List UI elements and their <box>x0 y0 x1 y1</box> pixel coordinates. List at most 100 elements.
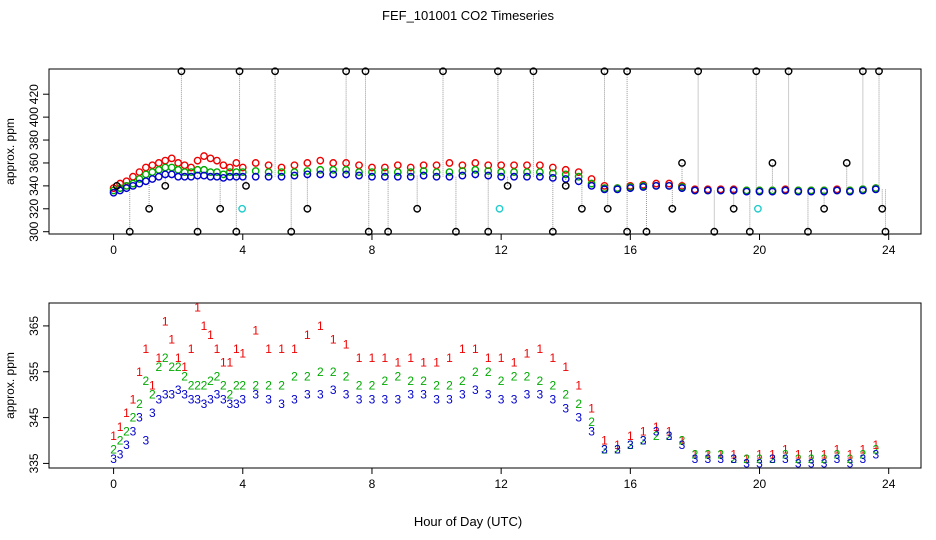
panel1-point-series-outliers <box>503 181 512 190</box>
panel1-point-series-outliers <box>600 67 609 76</box>
panel1-point-series-outliers <box>216 204 225 213</box>
panel2-point-series-3: 3 <box>485 388 492 402</box>
panel2-point-series-3: 3 <box>149 406 156 420</box>
panel1-point-series-2 <box>561 170 570 179</box>
panel1-point-series-3 <box>406 172 415 181</box>
panel1-point-series-3 <box>846 187 854 196</box>
panel1-y-tick-label: 360 <box>27 153 41 173</box>
panel2-point-series-1: 1 <box>201 319 208 333</box>
panel1-point-series-1 <box>316 156 325 165</box>
panel1-point-series-2 <box>154 165 163 174</box>
panel2-point-series-1: 1 <box>291 342 298 356</box>
panel2-y-tick-label: 355 <box>27 361 41 381</box>
panel1-point-series-1 <box>174 159 183 167</box>
panel2-point-series-2: 2 <box>679 434 686 448</box>
panel1-point-series-3 <box>703 186 712 195</box>
panel2-point-series-1: 1 <box>485 351 492 365</box>
panel1-point-series-3 <box>303 170 312 179</box>
panel2-point-series-1: 1 <box>382 351 389 365</box>
panel2-point-series-3: 3 <box>705 452 712 466</box>
panel1-point-series-3 <box>129 181 137 190</box>
panel2-x-tick-label: 4 <box>239 477 246 491</box>
panel2-point-series-3: 3 <box>666 429 673 443</box>
panel2-point-series-3: 3 <box>233 397 240 411</box>
panel1-point-series-2 <box>290 168 299 177</box>
panel2-point-series-1: 1 <box>653 420 660 434</box>
panel1-point-series-outliers <box>413 204 422 213</box>
panel2-point-series-1: 1 <box>730 447 737 461</box>
panel2-point-series-2: 2 <box>472 365 479 379</box>
panel1-point-series-2 <box>219 170 228 179</box>
panel2-point-series-1: 1 <box>446 351 453 365</box>
panel2-point-series-1: 1 <box>847 447 854 461</box>
panel1-point-series-outliers <box>577 204 586 213</box>
panel1-x-tick-label: 12 <box>494 243 508 257</box>
panel2-point-series-2: 2 <box>730 452 737 466</box>
panel2-point-series-2: 2 <box>756 452 763 466</box>
panel1-point-series-3 <box>691 186 699 195</box>
panel1-point-series-2 <box>135 175 144 183</box>
panel1-point-series-1 <box>219 161 228 170</box>
panel2-point-series-2: 2 <box>640 434 647 448</box>
panel2-point-series-2: 2 <box>343 369 350 383</box>
panel1-point-series-3 <box>794 187 803 196</box>
panel2-point-series-3: 3 <box>511 392 518 406</box>
panel1-point-series-3 <box>213 172 221 181</box>
panel2-point-series-3: 3 <box>498 392 505 406</box>
panel2-point-series-1: 1 <box>369 351 376 365</box>
panel2-point-series-2: 2 <box>562 388 569 402</box>
panel2-point-series-2: 2 <box>239 379 246 393</box>
panel1-point-series-1 <box>536 161 544 170</box>
panel1-point-series-2 <box>432 168 441 177</box>
panel2-point-series-2: 2 <box>369 379 376 393</box>
panel1-point-series-outliers <box>494 67 502 76</box>
panel1-point-series-outliers <box>858 67 867 76</box>
panel1-point-series-3 <box>251 172 260 181</box>
panel2-point-series-1: 1 <box>743 452 750 466</box>
panel1-point-series-3 <box>536 172 544 181</box>
panel2-point-series-2: 2 <box>214 369 221 383</box>
panel1-point-series-outliers <box>694 67 703 76</box>
panel1-point-series-1 <box>161 156 170 165</box>
panel2-point-series-3: 3 <box>627 438 634 452</box>
panel1-point-series-2 <box>510 168 518 177</box>
panel1-y-tick-label: 340 <box>27 176 41 196</box>
panel1-point-series-3 <box>768 187 777 196</box>
panel2-point-series-2: 2 <box>614 443 621 457</box>
panel1-point-series-outliers <box>561 181 570 190</box>
panel1-point-series-outliers <box>745 227 754 236</box>
panel1-point-series-3 <box>419 171 428 180</box>
panel1-point-series-2 <box>148 168 157 177</box>
panel2-point-series-1: 1 <box>330 333 337 347</box>
panel1-point-series-1 <box>148 161 157 170</box>
panel2-point-series-1: 1 <box>459 342 466 356</box>
panel2-point-series-1: 1 <box>808 447 815 461</box>
panel2-point-series-3: 3 <box>730 452 737 466</box>
panel1-point-series-1 <box>380 163 389 172</box>
panel2-point-series-2: 2 <box>433 379 440 393</box>
panel2-point-series-1: 1 <box>627 429 634 443</box>
panel1-point-series-1 <box>652 179 661 188</box>
panel2-point-series-1: 1 <box>834 443 841 457</box>
panel2-point-series-2: 2 <box>233 379 240 393</box>
panel1-point-series-outliers <box>235 67 244 76</box>
panel2-point-series-3: 3 <box>168 388 175 402</box>
panel1-point-series-3 <box>206 172 215 181</box>
panel1-x-tick-label: 16 <box>624 243 638 257</box>
panel2-point-series-3: 3 <box>433 392 440 406</box>
panel1-point-series-3 <box>755 187 764 196</box>
panel2-point-series-1: 1 <box>123 406 130 420</box>
panel1-point-series-outliers <box>668 204 677 213</box>
panel1-point-series-1 <box>497 161 506 170</box>
panel1-x-tick-label: 4 <box>239 243 246 257</box>
panel1-point-series-1 <box>355 161 363 170</box>
panel1-point-series-1 <box>329 159 338 167</box>
panel2-point-series-1: 1 <box>356 351 363 365</box>
panel2-point-series-2: 2 <box>705 447 712 461</box>
panel1-point-series-3 <box>180 172 189 181</box>
panel2-point-series-1: 1 <box>220 356 227 370</box>
panel2-point-series-1: 1 <box>143 342 150 356</box>
panel1-point-series-3 <box>626 184 635 193</box>
panel2-point-series-3: 3 <box>252 388 259 402</box>
panel2-point-series-1: 1 <box>304 328 311 342</box>
